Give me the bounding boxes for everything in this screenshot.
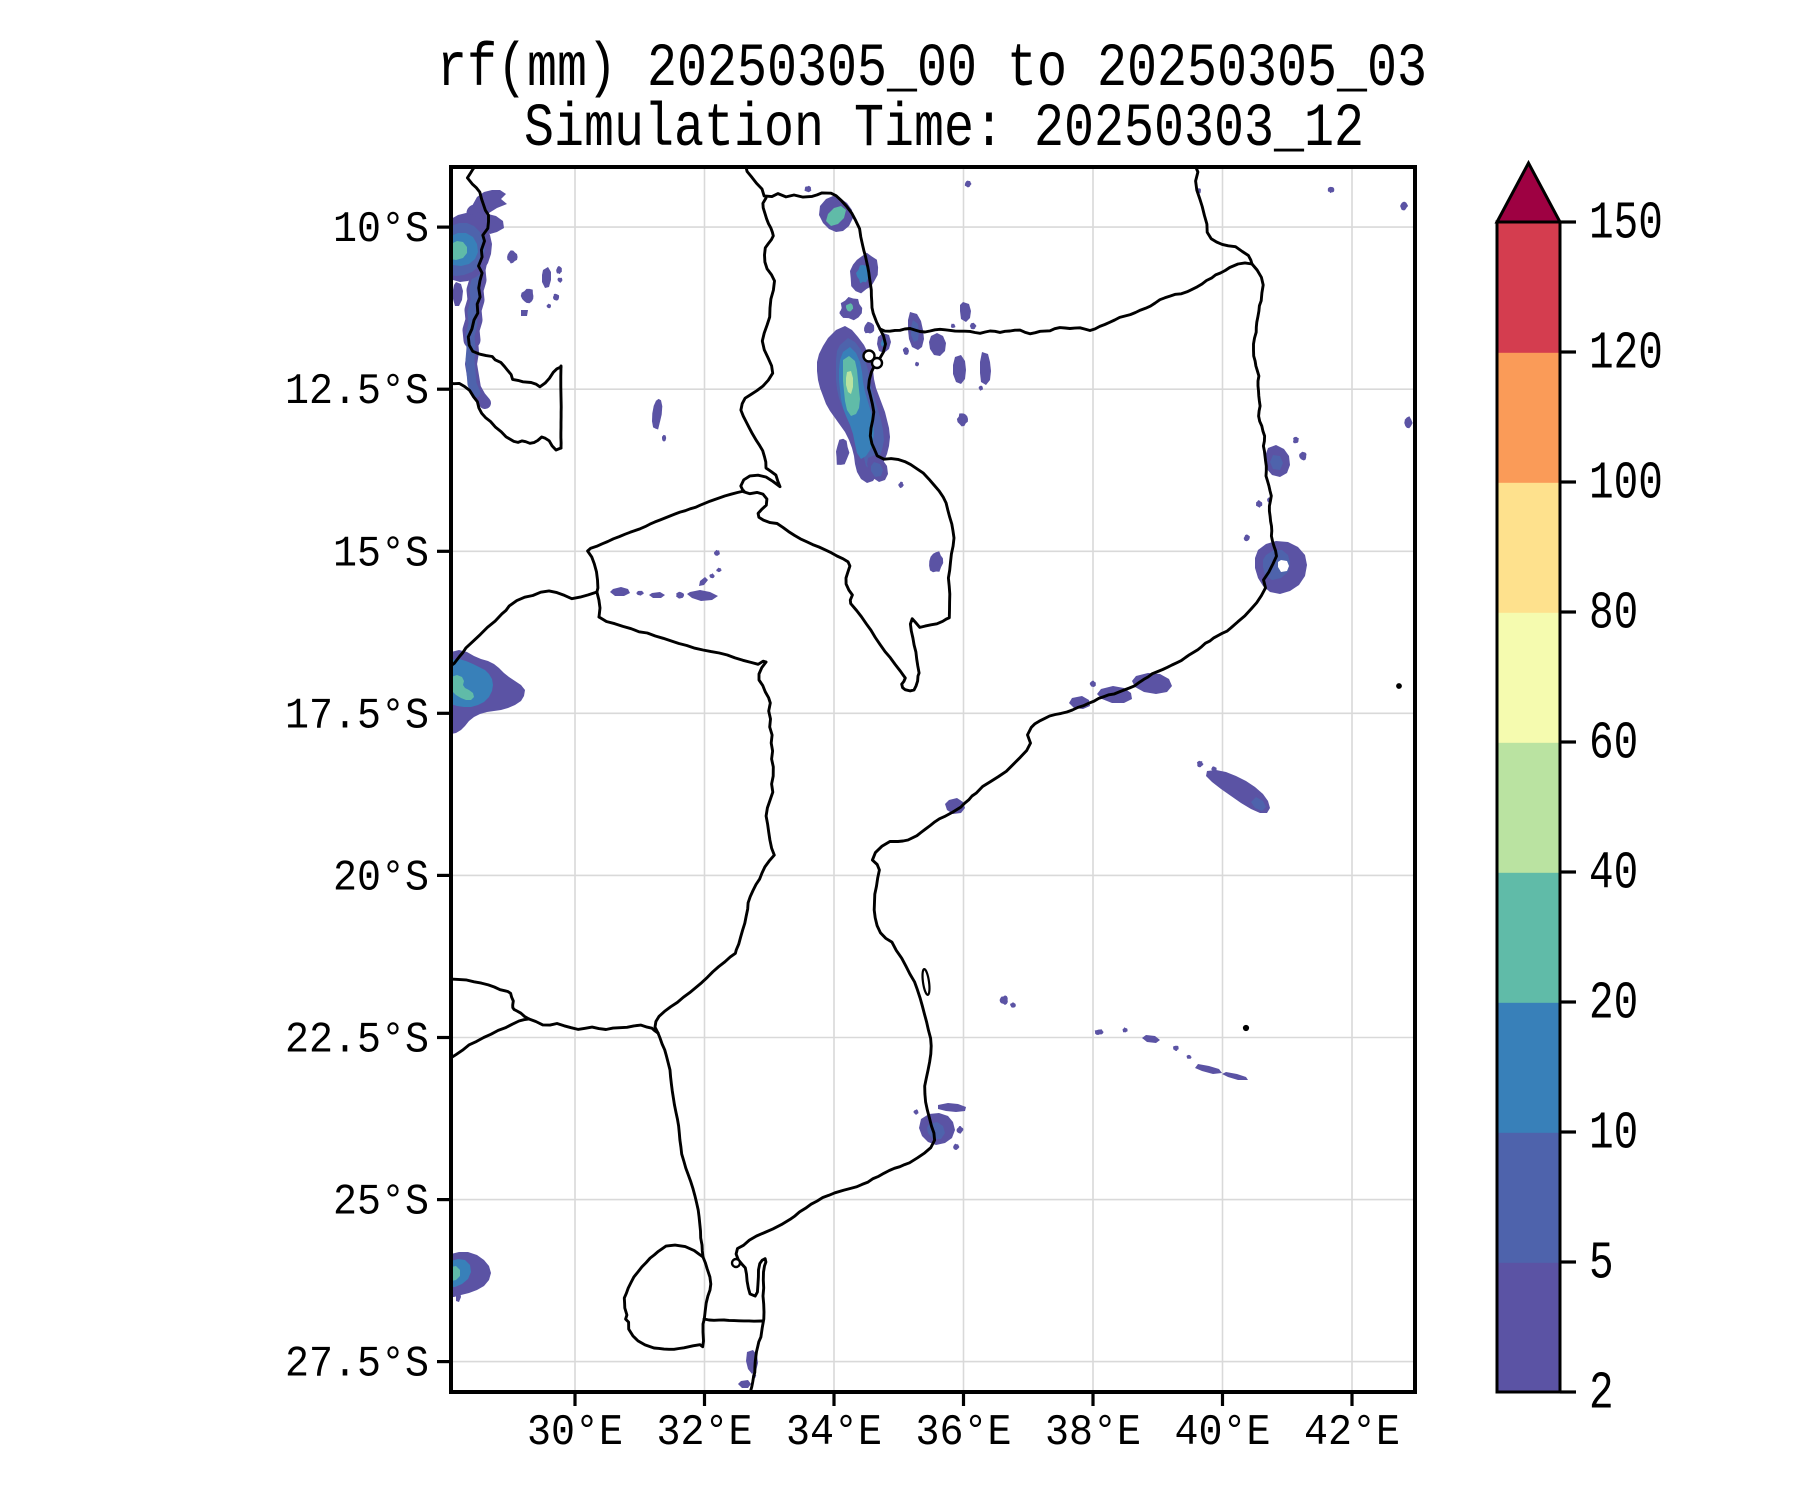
svg-text:30°E: 30°E xyxy=(527,1407,623,1457)
svg-text:22.5°S: 22.5°S xyxy=(285,1015,429,1065)
svg-text:120: 120 xyxy=(1589,325,1663,384)
svg-text:5: 5 xyxy=(1589,1235,1614,1294)
svg-text:2: 2 xyxy=(1589,1365,1614,1424)
svg-text:42°E: 42°E xyxy=(1304,1407,1400,1457)
svg-text:100: 100 xyxy=(1589,455,1663,514)
svg-text:25°S: 25°S xyxy=(333,1177,429,1227)
svg-text:40: 40 xyxy=(1589,845,1638,904)
svg-text:17.5°S: 17.5°S xyxy=(285,691,429,741)
svg-text:20: 20 xyxy=(1589,975,1638,1034)
svg-text:10°S: 10°S xyxy=(333,204,429,254)
svg-text:36°E: 36°E xyxy=(916,1407,1012,1457)
svg-text:32°E: 32°E xyxy=(657,1407,753,1457)
svg-text:rf(mm) 20250305_00 to 20250305: rf(mm) 20250305_00 to 20250305_03 xyxy=(437,35,1427,104)
svg-text:40°E: 40°E xyxy=(1175,1407,1271,1457)
svg-text:27.5°S: 27.5°S xyxy=(285,1339,429,1389)
svg-text:20°S: 20°S xyxy=(333,853,429,903)
svg-text:38°E: 38°E xyxy=(1045,1407,1141,1457)
svg-text:80: 80 xyxy=(1589,585,1638,644)
svg-text:15°S: 15°S xyxy=(333,529,429,579)
svg-text:Simulation Time: 20250303_12: Simulation Time: 20250303_12 xyxy=(524,95,1364,164)
svg-text:60: 60 xyxy=(1589,715,1638,774)
svg-text:34°E: 34°E xyxy=(786,1407,882,1457)
svg-text:10: 10 xyxy=(1589,1105,1638,1164)
svg-text:150: 150 xyxy=(1589,195,1663,254)
svg-text:12.5°S: 12.5°S xyxy=(285,367,429,417)
